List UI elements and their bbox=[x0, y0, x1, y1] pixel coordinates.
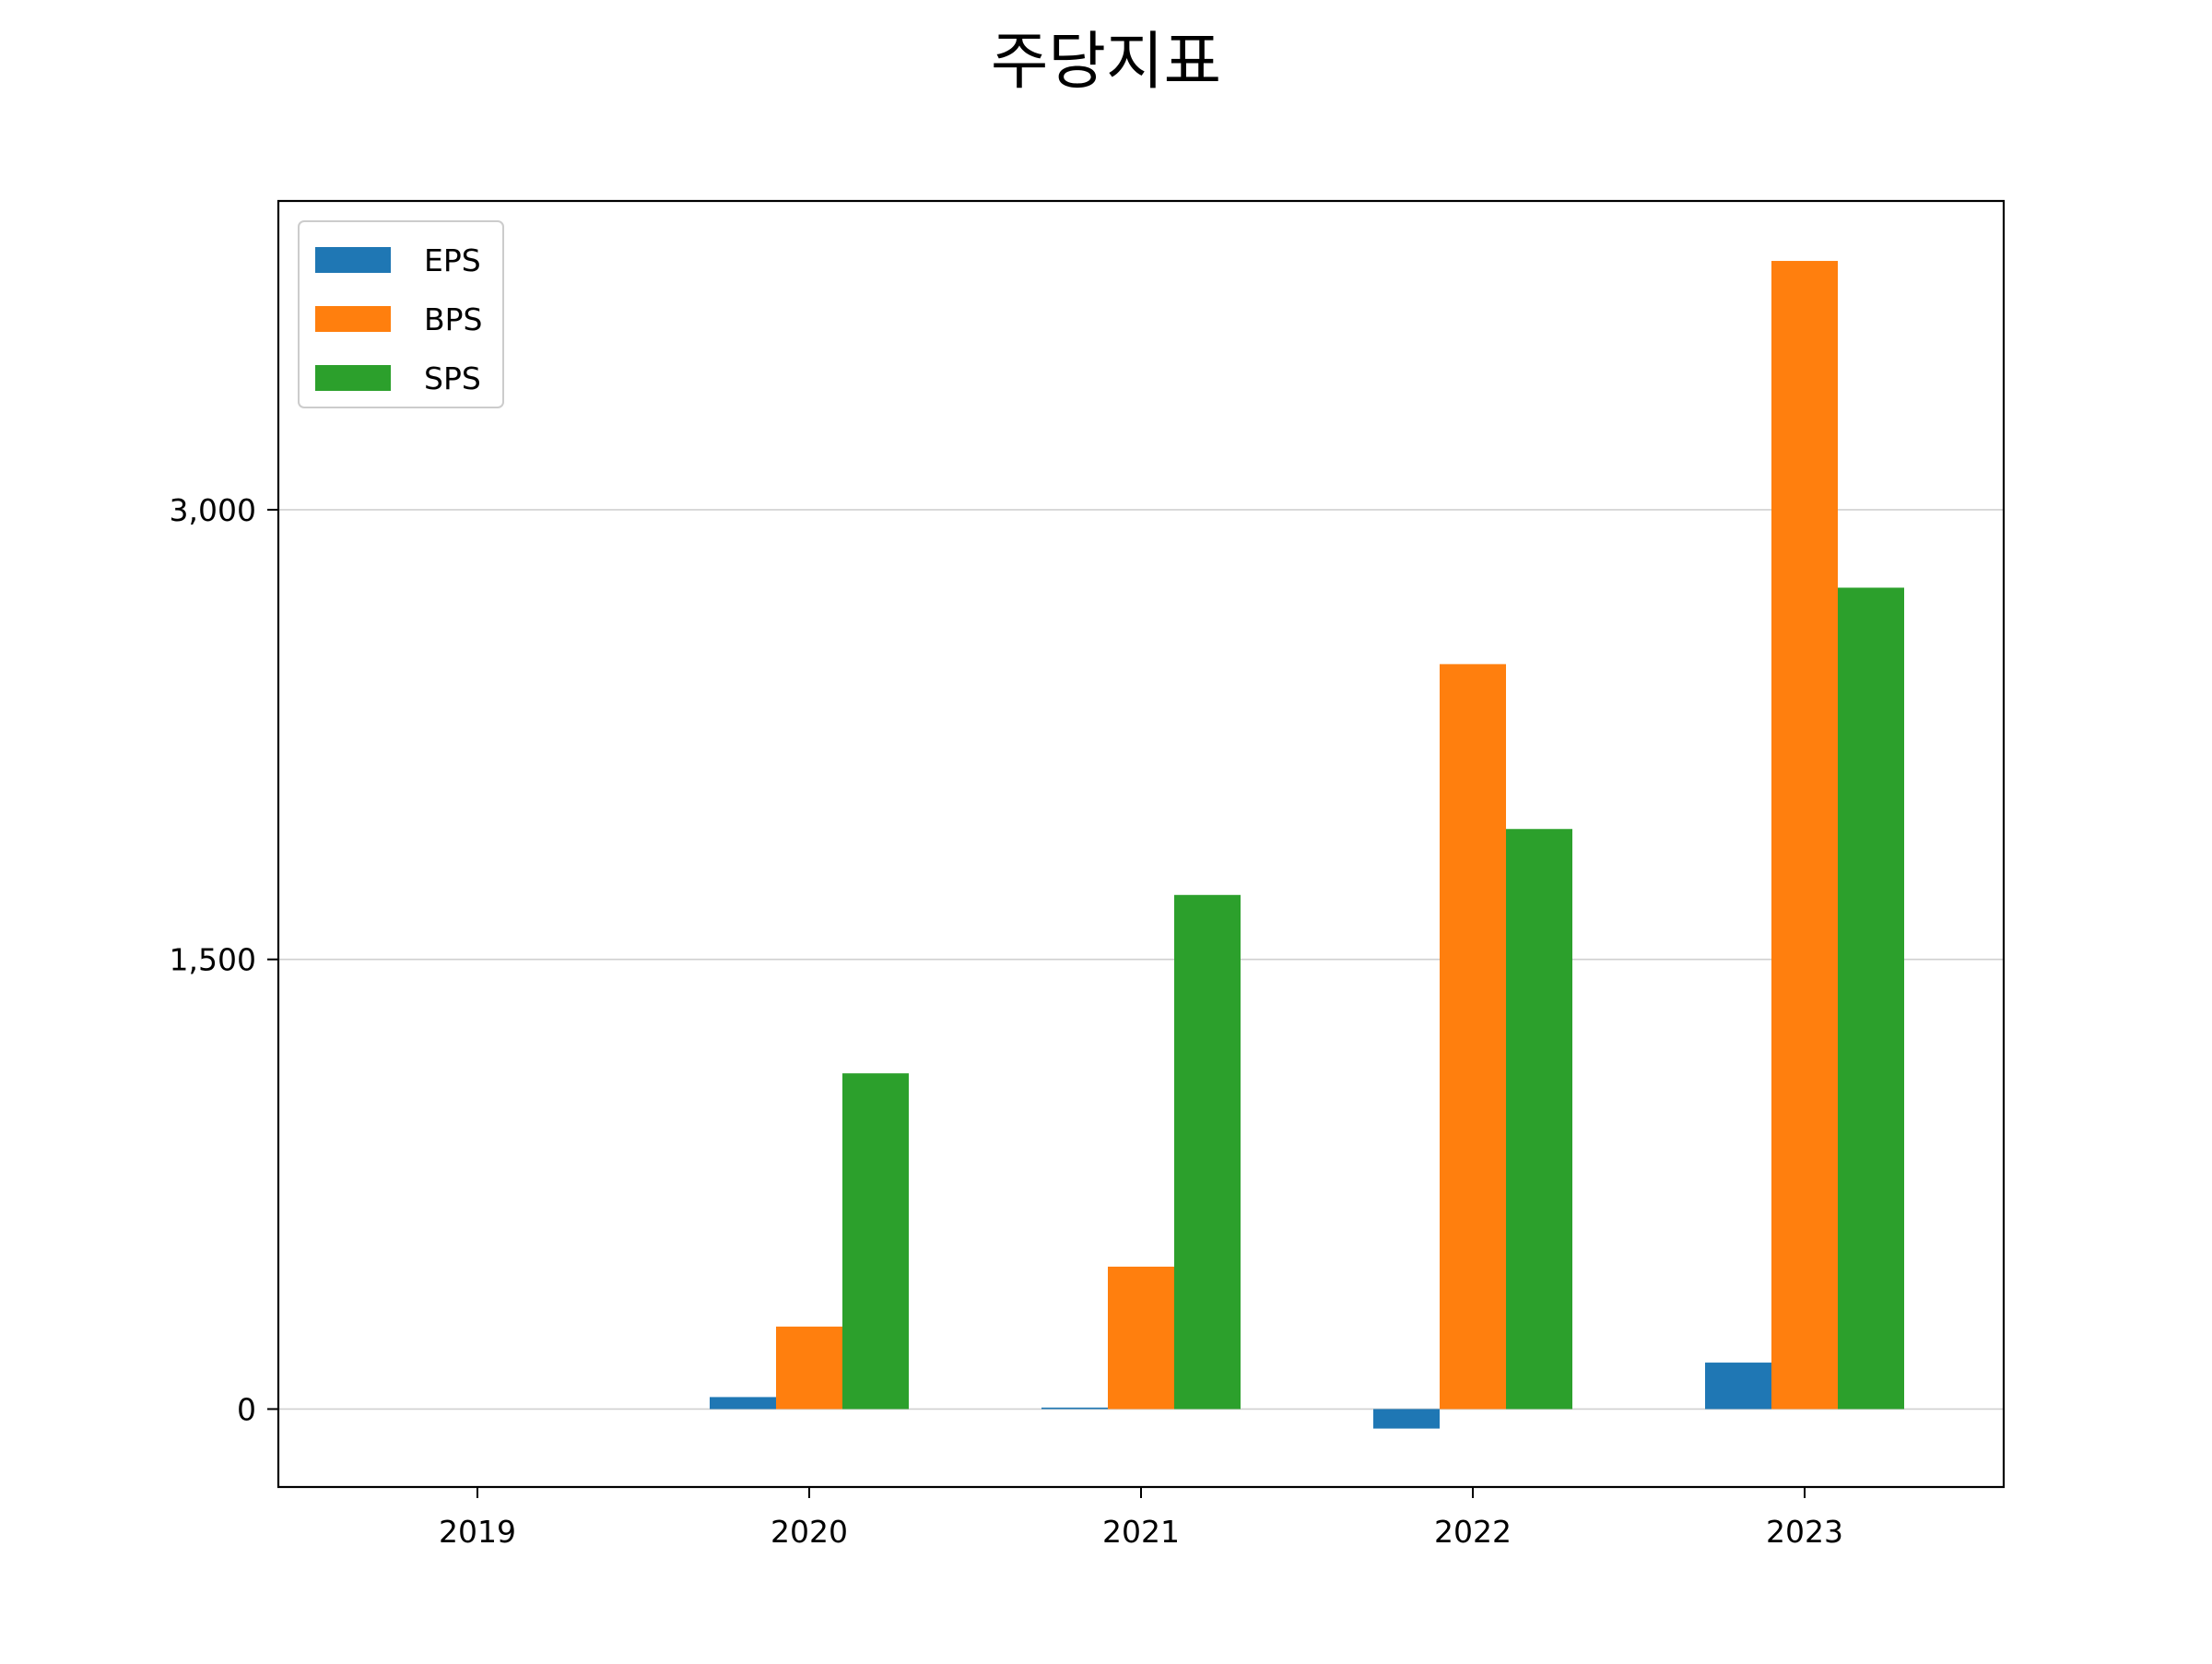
x-tick-label: 2023 bbox=[1766, 1514, 1843, 1550]
legend-label-bps: BPS bbox=[424, 301, 483, 337]
bar-eps-2021 bbox=[1041, 1407, 1108, 1410]
bar-eps-2022 bbox=[1373, 1409, 1440, 1429]
bar-bps-2022 bbox=[1440, 664, 1506, 1410]
bar-sps-2023 bbox=[1838, 587, 1904, 1410]
legend-swatch-sps bbox=[315, 365, 391, 391]
legend-swatch-eps bbox=[315, 247, 391, 273]
legend-swatch-bps bbox=[315, 306, 391, 332]
x-tick-label: 2020 bbox=[771, 1514, 848, 1550]
x-axis-ticks: 2019 2020 2021 2022 2023 bbox=[439, 1487, 1843, 1550]
bar-eps-2023 bbox=[1705, 1363, 1771, 1410]
bar-sps-2022 bbox=[1506, 829, 1572, 1410]
bar-sps-2021 bbox=[1174, 894, 1241, 1410]
x-tick-label: 2019 bbox=[439, 1514, 516, 1550]
bar-eps-2020 bbox=[710, 1397, 776, 1410]
y-tick-label: 3,000 bbox=[170, 492, 256, 528]
x-tick-label: 2022 bbox=[1434, 1514, 1512, 1550]
bar-bps-2021 bbox=[1108, 1266, 1174, 1410]
chart-title: 주당지표 bbox=[991, 26, 1221, 99]
bar-sps-2020 bbox=[842, 1073, 909, 1410]
bar-bps-2020 bbox=[776, 1327, 842, 1410]
y-axis-ticks: 0 1,500 3,000 bbox=[170, 492, 278, 1427]
y-tick-label: 0 bbox=[237, 1391, 256, 1427]
legend-label-eps: EPS bbox=[424, 242, 481, 278]
bar-bps-2023 bbox=[1771, 261, 1838, 1410]
bars bbox=[710, 261, 1904, 1429]
legend: EPS BPS SPS bbox=[298, 220, 504, 408]
x-tick-label: 2021 bbox=[1102, 1514, 1180, 1550]
legend-label-sps: SPS bbox=[424, 360, 481, 396]
y-tick-label: 1,500 bbox=[170, 942, 256, 978]
